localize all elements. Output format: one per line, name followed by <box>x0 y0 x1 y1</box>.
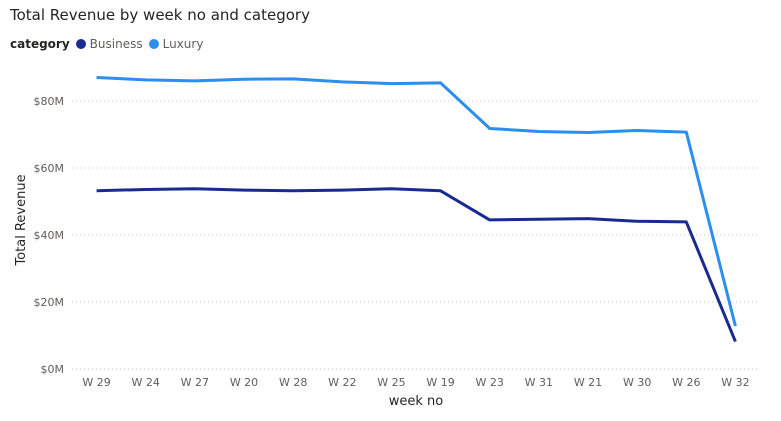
series-lines <box>96 76 737 343</box>
x-axis-tick-labels: W 29 W 24 W 27 W 20 W 28 W 22 W 25 W 19 W 23 W 31… <box>82 376 749 389</box>
y-axis-tick-labels: $0M $20M $40M $60M $80M <box>34 95 65 376</box>
x-tick-label: W 24 <box>132 376 160 389</box>
legend-marker-business <box>75 39 86 49</box>
x-tick-label: W 21 <box>574 376 602 389</box>
x-tick-label: W 29 <box>82 376 110 389</box>
chart-title: Total Revenue by week no and category <box>10 6 310 24</box>
y-tick-label: $60M <box>34 162 65 175</box>
legend-item-business[interactable]: Business <box>75 37 143 51</box>
legend-item-luxury[interactable]: Luxury <box>148 37 204 51</box>
legend-label-luxury: Luxury <box>162 37 204 51</box>
x-tick-label: W 30 <box>623 376 651 389</box>
y-tick-label: $80M <box>34 95 65 108</box>
legend: category Business Luxury <box>10 37 209 51</box>
x-tick-label: W 19 <box>426 376 454 389</box>
series-line-luxury[interactable] <box>96 76 737 327</box>
legend-marker-luxury <box>148 39 159 49</box>
series-line-business[interactable] <box>96 187 737 343</box>
x-tick-label: W 31 <box>525 376 553 389</box>
y-axis-title: Total Revenue <box>14 174 29 266</box>
x-tick-label: W 25 <box>377 376 405 389</box>
x-tick-label: W 27 <box>181 376 209 389</box>
x-tick-label: W 28 <box>279 376 307 389</box>
x-axis-title: week no <box>389 394 444 409</box>
x-tick-label: W 20 <box>230 376 258 389</box>
x-tick-label: W 22 <box>328 376 356 389</box>
legend-label-business: Business <box>89 37 143 51</box>
gridlines <box>72 100 760 370</box>
y-tick-label: $40M <box>34 229 65 242</box>
x-tick-label: W 23 <box>476 376 504 389</box>
x-tick-label: W 26 <box>672 376 700 389</box>
y-tick-label: $20M <box>34 296 65 309</box>
y-tick-label: $0M <box>41 363 65 376</box>
x-tick-label: W 32 <box>721 376 749 389</box>
legend-title: category <box>10 37 70 51</box>
